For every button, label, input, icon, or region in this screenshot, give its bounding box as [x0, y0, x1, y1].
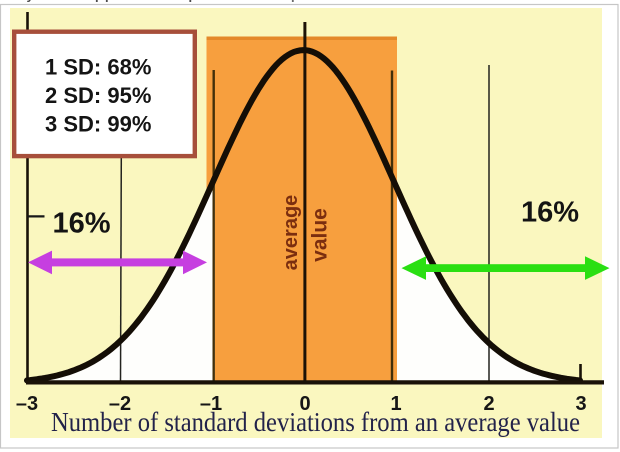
- svg-text:3: 3: [575, 393, 586, 415]
- svg-text:value: value: [309, 208, 332, 262]
- svg-text:p: p: [105, 0, 113, 3]
- svg-text:3 SD: 99%: 3 SD: 99%: [45, 112, 151, 137]
- svg-text:1: 1: [390, 393, 401, 415]
- svg-text:0: 0: [299, 393, 310, 415]
- svg-text:16%: 16%: [521, 197, 579, 229]
- svg-text:Number of standard deviations: Number of standard deviations from an av…: [51, 407, 580, 437]
- svg-text:1 SD: 68%: 1 SD: 68%: [45, 55, 151, 80]
- svg-text:16%: 16%: [53, 208, 111, 240]
- svg-text:average: average: [280, 195, 302, 271]
- svg-text:2: 2: [483, 393, 494, 415]
- svg-text:–2: –2: [109, 393, 131, 415]
- svg-text:p: p: [291, 0, 299, 3]
- svg-text:–3: –3: [16, 393, 38, 415]
- svg-text:2 SD: 95%: 2 SD: 95%: [45, 83, 151, 108]
- svg-text:–1: –1: [200, 393, 222, 415]
- svg-text:p: p: [95, 0, 103, 3]
- svg-text:p: p: [189, 0, 197, 3]
- svg-text:y: y: [27, 0, 35, 3]
